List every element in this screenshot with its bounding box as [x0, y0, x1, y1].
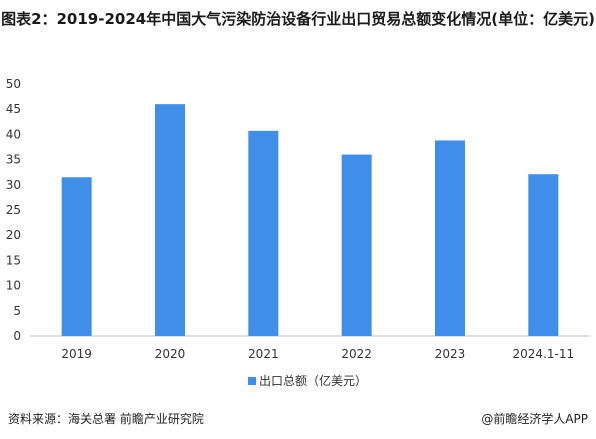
x-tick-label: 2020	[155, 347, 186, 361]
bar-chart: 0 5 10 15 20 25 30 35 40 45 50 2019 2020 2021 2022 202…	[6, 77, 590, 388]
y-tick-label: 35	[6, 153, 21, 167]
legend-label: 出口总额（亿美元）	[259, 373, 367, 388]
bars	[61, 104, 559, 336]
y-tick-label: 45	[6, 102, 21, 116]
x-tick-label: 2022	[341, 347, 372, 361]
y-tick-label: 5	[13, 304, 21, 318]
x-tick-label: 2019	[61, 347, 92, 361]
y-tick-label: 25	[6, 203, 21, 217]
bar-2019	[61, 177, 92, 336]
y-tick-label: 0	[13, 329, 21, 343]
bar-2024.1-11	[528, 174, 559, 336]
y-tick-label: 50	[6, 77, 21, 91]
bar-2021	[248, 130, 279, 336]
x-tick-label: 2024.1-11	[513, 347, 575, 361]
x-tick-label: 2021	[248, 347, 279, 361]
source-note: 资料来源：海关总署 前瞻产业研究院	[8, 412, 204, 426]
x-axis-labels: 2019 2020 2021 2022 2023 2024.1-11	[61, 347, 574, 361]
bar-2022	[341, 154, 372, 336]
bar-2023	[435, 140, 465, 336]
brand-credit: @前瞻经济学人APP	[481, 412, 588, 426]
y-tick-label: 30	[6, 178, 21, 192]
legend-swatch	[248, 377, 256, 385]
y-tick-label: 15	[6, 253, 21, 267]
chart-title: 图表2：2019-2024年中国大气污染防治设备行业出口贸易总额变化情况(单位：…	[1, 10, 595, 28]
legend: 出口总额（亿美元）	[248, 373, 367, 388]
x-tick-label: 2023	[435, 347, 466, 361]
bar-2020	[155, 104, 185, 336]
y-axis: 0 5 10 15 20 25 30 35 40 45 50	[6, 77, 21, 343]
y-tick-label: 20	[6, 228, 21, 242]
y-tick-label: 40	[6, 127, 21, 141]
y-tick-label: 10	[6, 279, 21, 293]
